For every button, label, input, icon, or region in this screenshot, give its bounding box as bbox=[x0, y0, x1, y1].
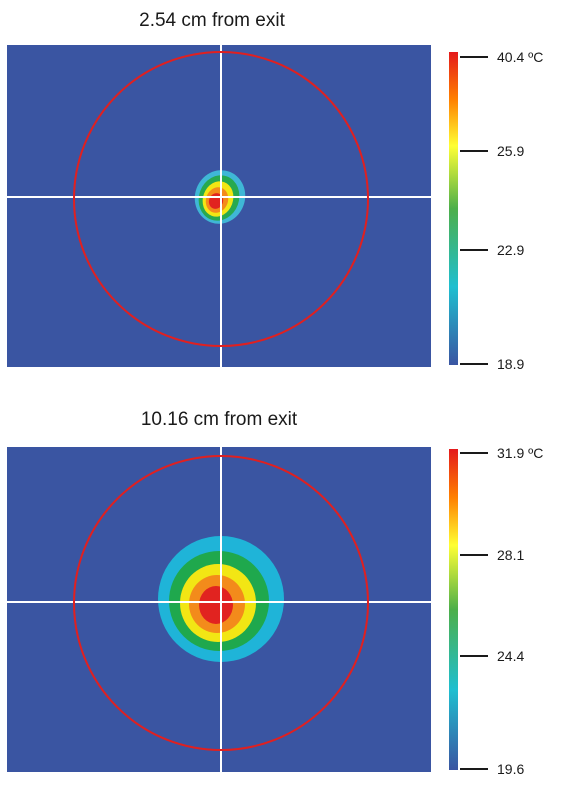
colorbar-tick-label: 22.9 bbox=[497, 242, 524, 258]
measurement-ring bbox=[73, 51, 369, 347]
colorbar-max-label: 40.4 ºC bbox=[497, 49, 543, 65]
colorbar-max-label: 31.9 ºC bbox=[497, 445, 543, 461]
colorbar bbox=[449, 449, 458, 770]
colorbar-min-label: 19.6 bbox=[497, 761, 524, 777]
colorbar-tick-label: 28.1 bbox=[497, 547, 524, 563]
colorbar-tick-label: 25.9 bbox=[497, 143, 524, 159]
colorbar-min-label: 18.9 bbox=[497, 356, 524, 372]
thermal-panel-bottom: 10.16 cm from exit 31.9 ºC 28.1 24.4 19.… bbox=[7, 409, 543, 777]
measurement-ring bbox=[73, 455, 369, 751]
colorbar-tick-label: 24.4 bbox=[497, 648, 524, 664]
panel-title: 2.54 cm from exit bbox=[139, 10, 285, 31]
colorbar bbox=[449, 52, 458, 365]
panel-title: 10.16 cm from exit bbox=[141, 409, 298, 430]
thermal-panel-top: 2.54 cm from exit 40.4 ºC 25.9 22.9 18.9 bbox=[7, 10, 543, 372]
